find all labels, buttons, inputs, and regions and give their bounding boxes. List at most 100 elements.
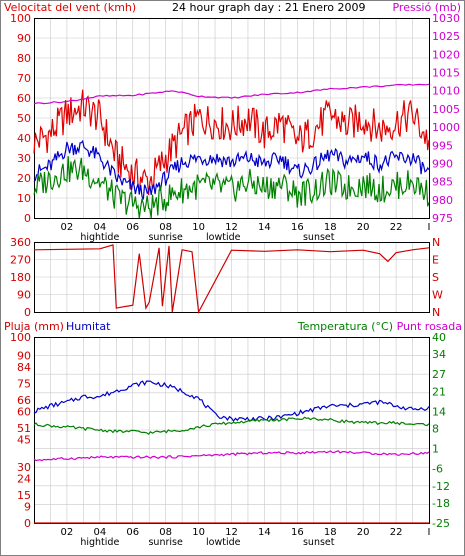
temperature-tick-label: 8 — [432, 423, 439, 436]
wind-tick-label: 100 — [10, 12, 31, 25]
wind-panel-frame — [34, 18, 430, 219]
wind-tick-label: 30 — [17, 152, 31, 165]
x-annotation-hightide: hightide — [80, 232, 119, 243]
x-tick-label: 04 — [93, 222, 106, 233]
series-min — [33, 156, 430, 219]
pressure-tick-label: 985 — [432, 176, 453, 189]
x-annotation-sunrise: sunrise — [148, 232, 182, 243]
direction-degree-ticks: 0 90 180 270 360 — [10, 236, 31, 319]
humidity-tick-label: 20 — [17, 480, 31, 493]
x-tick-label: 20 — [357, 222, 370, 233]
wind-tick-label: 20 — [17, 172, 31, 185]
rain-tick-label: 9 — [24, 500, 31, 513]
series-pressure — [33, 83, 430, 105]
pressure-tick-label: 1010 — [432, 85, 460, 98]
rain-tick-label: 84 — [17, 361, 31, 374]
pressure-tick-label: 1025 — [432, 30, 460, 43]
humidity-axis-label: Humitat — [66, 320, 111, 333]
direction-degree-label: 180 — [10, 271, 31, 284]
wind-tick-label: 0 — [24, 212, 31, 225]
temperature-axis-label: Temperatura (°C) — [297, 320, 393, 333]
wind-tick-label: 40 — [17, 132, 31, 145]
wind-tick-label: 60 — [17, 92, 31, 105]
x-tick-label: 14 — [258, 222, 271, 233]
series-direction — [33, 244, 430, 314]
x-tick-label: 16 — [291, 222, 304, 233]
pressure-tick-label: 1000 — [432, 121, 460, 134]
rain-tick-label: 45 — [17, 433, 31, 446]
rain-tick-label: 66 — [17, 394, 31, 407]
rain-panel-series — [33, 380, 430, 524]
x-tick-label: 20 — [357, 527, 370, 538]
direction-compass-label: E — [432, 254, 439, 267]
direction-compass-label: N — [432, 306, 440, 319]
series-humidity — [33, 380, 430, 423]
rain-panel-grid — [34, 337, 429, 523]
wind-tick-label: 50 — [17, 112, 31, 125]
pressure-tick-label: 1030 — [432, 12, 460, 25]
temperature-tick-label: -6 — [432, 463, 443, 476]
series-avg — [33, 139, 430, 200]
x-tick-label: 18 — [324, 527, 337, 538]
dewpoint-axis-label: Punt rosada — [397, 320, 462, 333]
x-tick-label: 16 — [291, 527, 304, 538]
x-tick-label: 02 — [61, 222, 74, 233]
direction-series — [33, 244, 430, 314]
temperature-tick-label: -12 — [432, 480, 450, 493]
temperature-tick-label: 21 — [432, 385, 446, 398]
wind-tick-label: 90 — [17, 32, 31, 45]
temperature-tick-label: 14 — [432, 405, 446, 418]
rain-axis-label: Pluja (mm) — [4, 320, 64, 333]
rain-tick-label: 90 — [17, 350, 31, 363]
rain-tick-label: 0 — [24, 517, 31, 530]
humidity-tick-label: 100 — [10, 331, 31, 344]
rain-tick-label: 15 — [17, 489, 31, 502]
x-tick-label: 02 — [61, 527, 74, 538]
direction-compass-label: N — [432, 236, 440, 249]
rain-tick-label: 60 — [17, 405, 31, 418]
humidity-tick-label: 60 — [17, 405, 31, 418]
rain-tick-label: 30 — [17, 461, 31, 474]
humidity-tick-label: 90 — [17, 350, 31, 363]
direction-degree-label: 270 — [10, 254, 31, 267]
temperature-tick-label: -25 — [432, 517, 450, 530]
humidity-tick-label: 70 — [17, 387, 31, 400]
rain-tick-label: 51 — [17, 422, 31, 435]
pressure-tick-label: 1020 — [432, 48, 460, 61]
direction-degree-label: 90 — [17, 289, 31, 302]
wind-axis-label: Velocitat del vent (kmh) — [4, 1, 136, 14]
temperature-tick-label: 27 — [432, 368, 446, 381]
x-annotation-sunrise: sunrise — [148, 537, 182, 548]
direction-degree-label: 0 — [24, 306, 31, 319]
pressure-axis-label: Pressió (mb) — [392, 1, 461, 14]
chart-title: 24 hour graph day : 21 Enero 2009 — [172, 1, 366, 14]
rain-tick-label: 75 — [17, 378, 31, 391]
direction-compass-label: S — [432, 271, 439, 284]
x-tick-label: 10 — [192, 527, 205, 538]
x-annotation-sunset: sunset — [303, 537, 335, 548]
pressure-tick-label: 1005 — [432, 103, 460, 116]
pressure-axis-ticks: 975 980 985 990 995 1000 1005 1010 1015 1020 1025 1… — [432, 12, 460, 225]
humidity-tick-label: 40 — [17, 443, 31, 456]
pressure-tick-label: 975 — [432, 212, 453, 225]
pressure-tick-label: 1015 — [432, 67, 460, 80]
wind-tick-label: 10 — [17, 192, 31, 205]
humidity-tick-label: 0 — [24, 517, 31, 530]
pressure-tick-label: 980 — [432, 194, 453, 207]
x-tick-label: I — [428, 527, 431, 538]
x-annotation-lowtide: lowtide — [206, 537, 241, 548]
x-tick-label: 22 — [390, 527, 403, 538]
rain-tick-label: 100 — [10, 331, 31, 344]
x-tick-label: 18 — [324, 222, 337, 233]
pressure-tick-label: 990 — [432, 157, 453, 170]
temperature-tick-label: 1 — [432, 443, 439, 456]
direction-degree-label: 360 — [10, 236, 31, 249]
series-dewpoint — [33, 450, 430, 462]
x-annotation-hightide: hightide — [80, 537, 119, 548]
x-tick-label: 08 — [159, 222, 172, 233]
